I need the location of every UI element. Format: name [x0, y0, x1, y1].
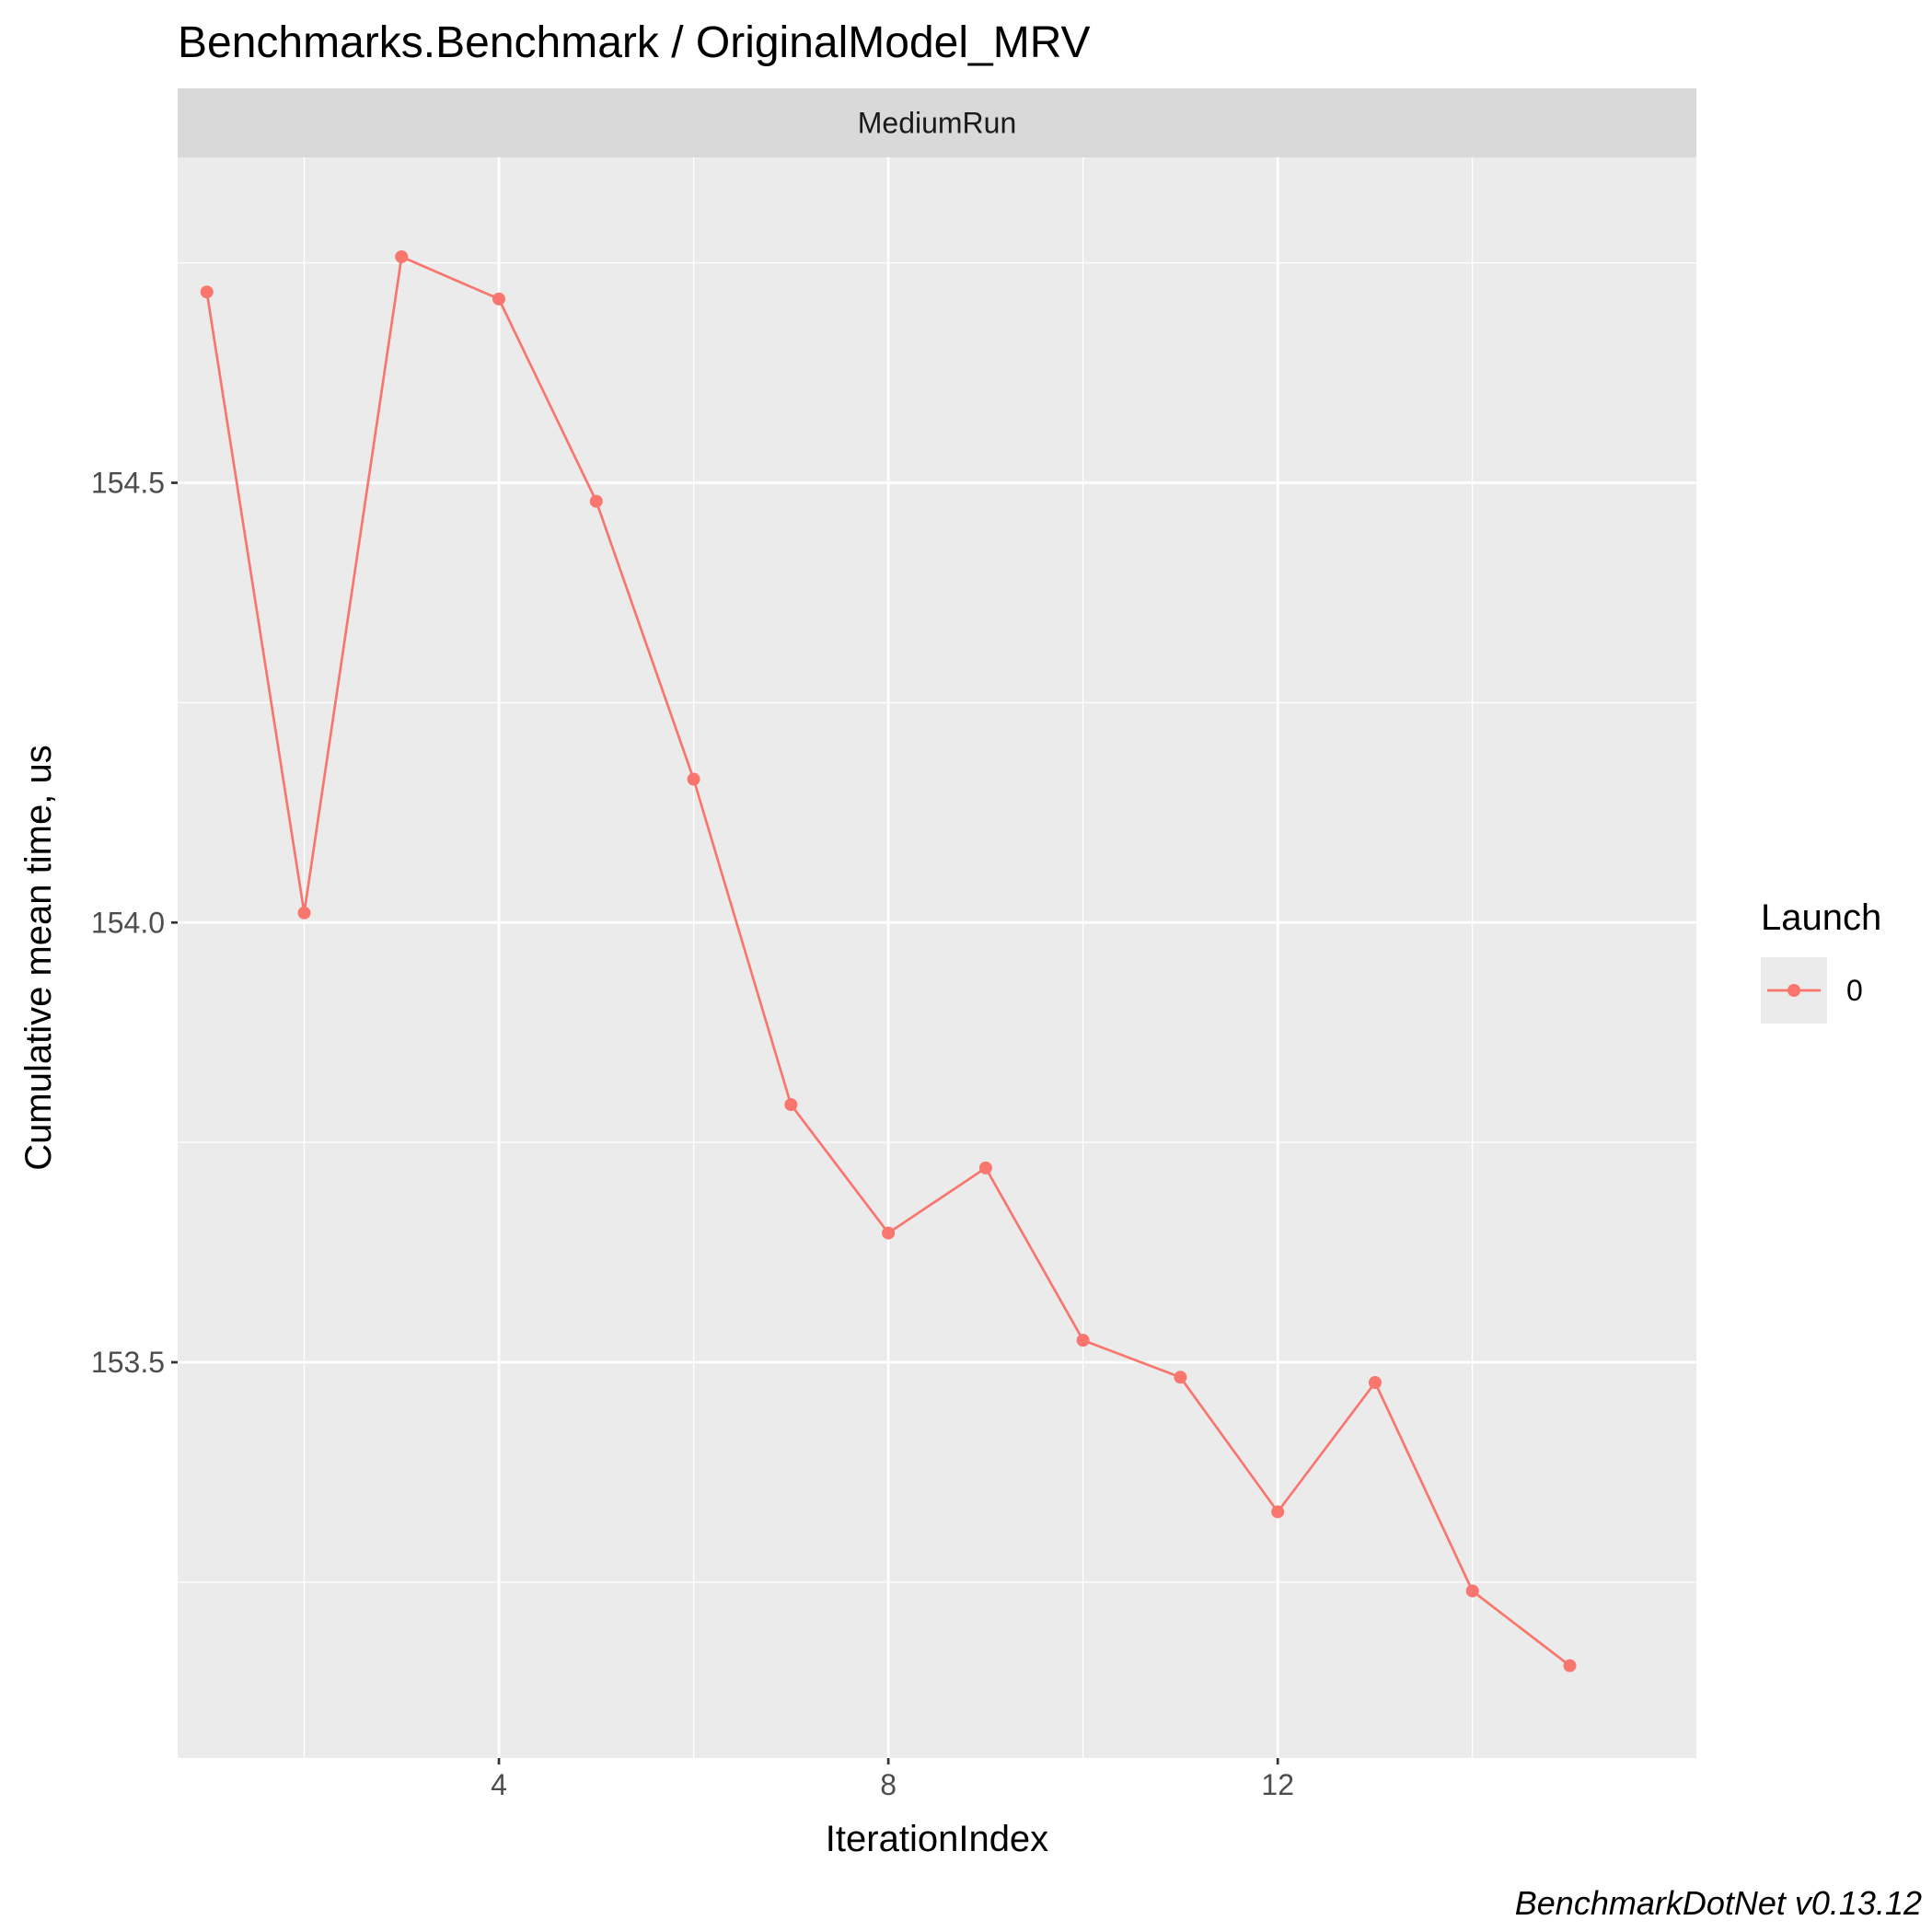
x-axis-title: IterationIndex [826, 1819, 1048, 1859]
x-tick-label: 12 [1261, 1768, 1294, 1801]
data-point [784, 1098, 798, 1112]
legend: Launch 0 [1761, 897, 1881, 1024]
x-tick-label: 4 [491, 1768, 507, 1801]
y-tick-label: 153.5 [91, 1346, 165, 1379]
plot-panel [178, 157, 1696, 1758]
x-tick-label: 8 [880, 1768, 897, 1801]
chart-title: Benchmarks.Benchmark / OriginalModel_MRV [178, 18, 1091, 67]
series-layer [200, 249, 1577, 1672]
y-axis-title: Cumulative mean time, us [18, 745, 59, 1170]
data-point [1368, 1376, 1382, 1390]
data-point [1563, 1659, 1577, 1672]
x-axis: 4 8 12 [491, 1758, 1294, 1801]
facet-strip [178, 88, 1696, 157]
y-axis: 153.5 154.0 154.5 [91, 467, 178, 1379]
legend-title: Launch [1761, 897, 1881, 938]
data-point [200, 285, 214, 299]
data-point [589, 494, 603, 508]
data-point [1174, 1371, 1187, 1384]
data-point [1465, 1584, 1479, 1598]
data-point [1271, 1505, 1285, 1519]
data-point [297, 906, 311, 920]
legend-key-point [1787, 984, 1800, 997]
facet-strip-label: MediumRun [858, 107, 1017, 140]
major-gridlines [178, 157, 1696, 1758]
data-point [687, 772, 700, 786]
data-point [395, 249, 409, 263]
data-point [492, 292, 506, 306]
data-point [1076, 1334, 1090, 1348]
data-point [978, 1161, 992, 1174]
y-tick-label: 154.5 [91, 467, 165, 500]
y-tick-label: 154.0 [91, 906, 165, 939]
minor-gridlines [178, 157, 1696, 1758]
legend-label: 0 [1846, 974, 1863, 1007]
caption: BenchmarkDotNet v0.13.12 [1515, 1884, 1922, 1922]
data-point [882, 1226, 896, 1240]
